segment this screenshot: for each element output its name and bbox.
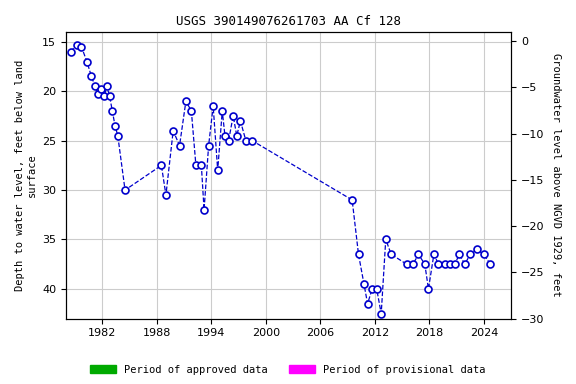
Bar <box>482 319 488 328</box>
Bar <box>152 319 158 328</box>
Bar <box>410 319 416 328</box>
Title: USGS 390149076261703 AA Cf 128: USGS 390149076261703 AA Cf 128 <box>176 15 401 28</box>
Legend: Period of approved data, Period of provisional data: Period of approved data, Period of provi… <box>86 361 490 379</box>
Bar <box>358 319 366 328</box>
Bar <box>455 319 459 328</box>
Bar <box>70 319 134 328</box>
Bar <box>488 319 495 328</box>
Bar <box>437 319 443 328</box>
Bar <box>386 319 391 328</box>
Bar <box>461 319 470 328</box>
Y-axis label: Groundwater level above NGVD 1929, feet: Groundwater level above NGVD 1929, feet <box>551 53 561 297</box>
Bar <box>161 319 270 328</box>
Y-axis label: Depth to water level, feet below land
surface: Depth to water level, feet below land su… <box>15 60 37 291</box>
Bar <box>397 319 407 328</box>
Bar <box>377 319 383 328</box>
Bar <box>367 319 373 328</box>
Bar <box>429 319 434 328</box>
Bar <box>446 319 452 328</box>
Bar <box>473 319 479 328</box>
Bar <box>343 319 355 328</box>
Bar <box>418 319 425 328</box>
